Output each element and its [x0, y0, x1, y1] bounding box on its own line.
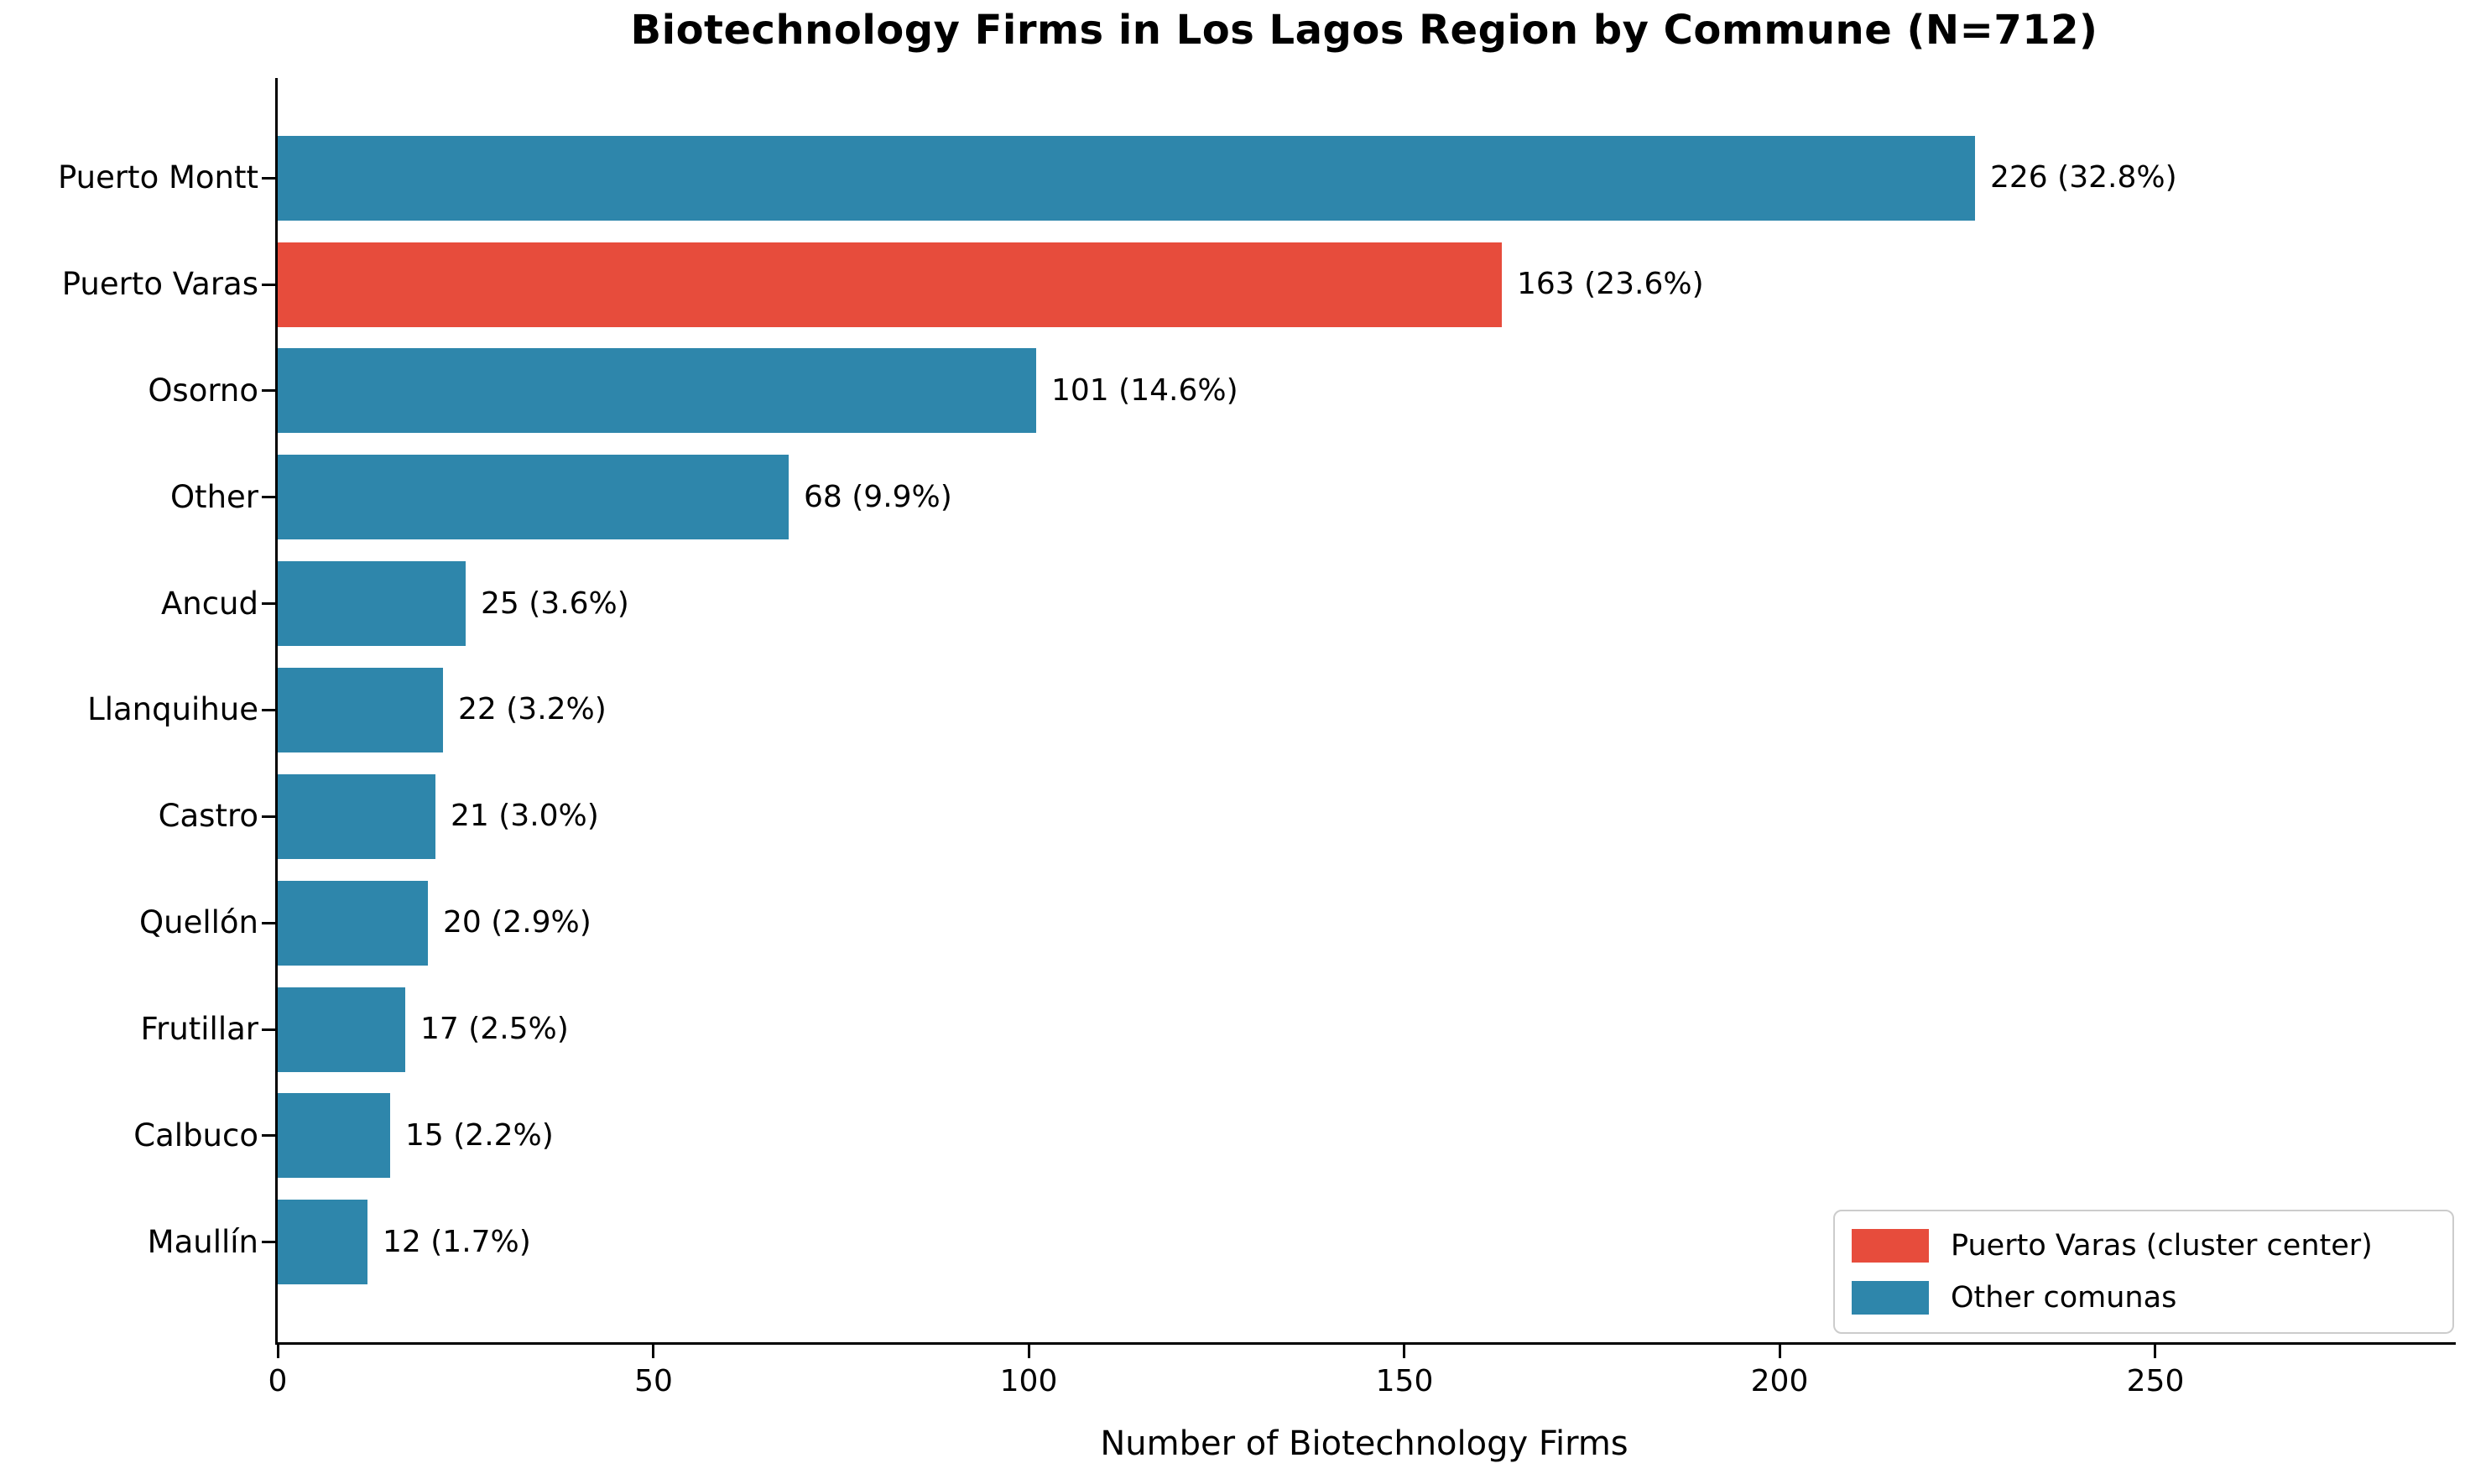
xtick-mark: [2154, 1345, 2156, 1358]
bar-puerto-varas: [278, 242, 1502, 327]
ytick-label-ancud: Ancud: [160, 586, 258, 622]
ytick-mark: [262, 1028, 275, 1031]
value-label-frutillar: 17 (2.5%): [420, 1012, 569, 1046]
bar-llanquihue: [278, 668, 443, 752]
bar-osorno: [278, 348, 1036, 433]
ytick-mark: [262, 389, 275, 392]
legend: Puerto Varas (cluster center) Other comu…: [1833, 1210, 2454, 1334]
ytick-mark: [262, 177, 275, 180]
bar-quellon: [278, 881, 428, 966]
legend-swatch-highlight: [1852, 1229, 1929, 1263]
bar-maullin: [278, 1200, 367, 1284]
xtick-mark: [1779, 1345, 1781, 1358]
xtick-label-250: 250: [2126, 1364, 2185, 1398]
xtick-label-100: 100: [999, 1364, 1058, 1398]
legend-label-highlight: Puerto Varas (cluster center): [1951, 1229, 2373, 1263]
ytick-mark: [262, 709, 275, 711]
ytick-mark: [262, 922, 275, 924]
bar-castro: [278, 774, 435, 859]
ytick-label-puerto-varas: Puerto Varas: [61, 266, 258, 302]
xtick-mark: [277, 1345, 279, 1358]
chart-title: Biotechnology Firms in Los Lagos Region …: [630, 7, 2098, 54]
bar-other: [278, 455, 789, 539]
value-label-llanquihue: 22 (3.2%): [458, 692, 607, 726]
xtick-label-150: 150: [1375, 1364, 1434, 1398]
value-label-puerto-varas: 163 (23.6%): [1517, 267, 1704, 301]
value-label-osorno: 101 (14.6%): [1051, 373, 1238, 408]
legend-entry-highlight: Puerto Varas (cluster center): [1852, 1229, 2436, 1263]
ytick-label-quellon: Quellón: [139, 904, 258, 940]
value-label-maullin: 12 (1.7%): [383, 1225, 531, 1259]
legend-label-other: Other comunas: [1951, 1281, 2177, 1315]
legend-entry-other: Other comunas: [1852, 1281, 2436, 1315]
ytick-mark: [262, 496, 275, 498]
ytick-label-puerto-montt: Puerto Montt: [57, 159, 258, 195]
x-axis-label: Number of Biotechnology Firms: [1100, 1424, 1629, 1463]
ytick-label-llanquihue: Llanquihue: [87, 691, 258, 727]
ytick-label-other: Other: [169, 479, 258, 515]
xtick-mark: [652, 1345, 654, 1358]
ytick-mark: [262, 602, 275, 605]
xtick-label-50: 50: [634, 1364, 673, 1398]
value-label-ancud: 25 (3.6%): [481, 586, 629, 621]
value-label-castro: 21 (3.0%): [451, 799, 599, 833]
ytick-label-maullin: Maullín: [147, 1224, 258, 1260]
value-label-puerto-montt: 226 (32.8%): [1990, 160, 2177, 195]
bar-frutillar: [278, 987, 405, 1072]
value-label-other: 68 (9.9%): [804, 480, 952, 514]
bar-calbuco: [278, 1093, 390, 1178]
ytick-mark: [262, 815, 275, 818]
xtick-label-0: 0: [268, 1364, 288, 1398]
ytick-label-castro: Castro: [158, 798, 258, 834]
value-label-calbuco: 15 (2.2%): [405, 1118, 554, 1153]
xtick-mark: [1028, 1345, 1030, 1358]
ytick-label-calbuco: Calbuco: [133, 1117, 258, 1153]
value-label-quellon: 20 (2.9%): [443, 905, 591, 940]
xtick-mark: [1403, 1345, 1405, 1358]
ytick-mark: [262, 284, 275, 286]
bar-puerto-montt: [278, 136, 1975, 221]
ytick-mark: [262, 1134, 275, 1137]
ytick-mark: [262, 1241, 275, 1243]
plot-area: 226 (32.8%) 163 (23.6%) 101 (14.6%) 68 (9.9…: [275, 78, 2456, 1345]
ytick-label-frutillar: Frutillar: [140, 1011, 258, 1047]
ytick-label-osorno: Osorno: [148, 372, 258, 409]
legend-swatch-other: [1852, 1281, 1929, 1315]
bar-ancud: [278, 561, 466, 646]
xtick-label-200: 200: [1750, 1364, 1809, 1398]
